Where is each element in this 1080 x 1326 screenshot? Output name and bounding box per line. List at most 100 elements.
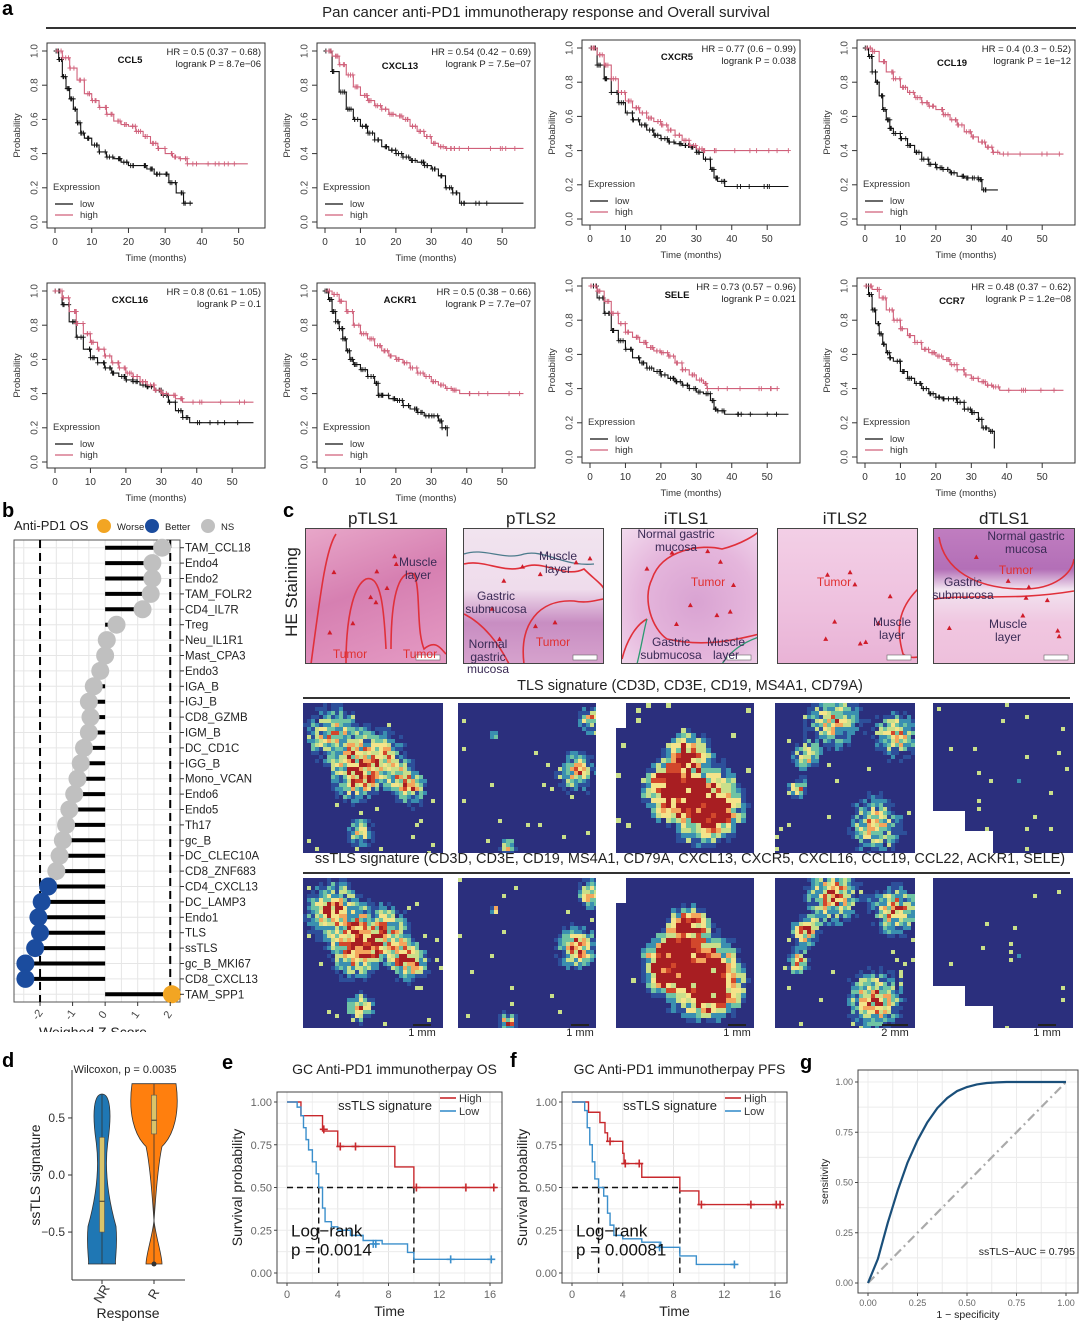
spot-tile [458,747,462,751]
spot-tile [458,787,462,791]
spot-tile [534,831,538,835]
spot-tile [339,795,343,799]
spot-tile [621,768,626,773]
spot-tile [574,775,578,779]
spot-tile [701,728,706,733]
spot-tile [736,718,741,723]
spot-tile [319,763,323,767]
spot-tile [359,787,363,791]
spot-tile [458,767,462,771]
spot-tile [716,753,721,758]
spot-tile [375,819,379,823]
spot-tile [696,788,701,793]
spot-tile [510,827,514,831]
category-label: Endo4 [185,558,219,570]
spot-tile [681,723,686,728]
he-region-label: Muscle layer [686,636,766,661]
spot-tile [411,775,415,779]
spot-tile [379,711,383,715]
spot-tile [403,803,407,807]
spot-tile [391,719,395,723]
spot-tile [375,767,379,771]
spot-tile [363,775,367,779]
spot-tile [383,783,387,787]
spot-tile [686,798,691,803]
spot-tile [486,787,490,791]
spot-tile [681,718,686,723]
spot-tile [391,755,395,759]
spot-tile [726,753,731,758]
spot-tile [550,703,554,707]
spot-tile [641,723,646,728]
spot-tile [478,711,482,715]
spot-tile [574,759,578,763]
spot-tile [746,778,751,783]
spot-tile [666,773,671,778]
spot-tile [375,735,379,739]
spot-tile [538,823,542,827]
spot-tile [403,811,407,815]
spot-tile [716,808,721,813]
spot-tile [303,743,307,747]
spot-tile [621,753,626,758]
spot-tile [626,793,631,798]
spot-tile [626,743,631,748]
spot-tile [538,771,542,775]
spot-tile [626,763,631,768]
spot-tile [542,843,546,847]
spot-tile [566,819,570,823]
spot-tile [335,823,339,827]
spot-tile [570,711,574,715]
censor-mark [869,284,874,289]
spot-tile [419,827,423,831]
spot-tile [518,755,522,759]
spot-tile [307,707,311,711]
spot-tile [355,803,359,807]
x-tick-label: 40 [726,472,738,483]
spot-tile [474,755,478,759]
spot-tile [482,775,486,779]
spot-tile [691,768,696,773]
spot-tile [566,743,570,747]
spot-tile [538,783,542,787]
spot-tile [631,748,636,753]
spot-tile [327,827,331,831]
censor-mark [945,167,950,172]
spot-tile [538,707,542,711]
spot-tile [626,758,631,763]
spot-tile [558,823,562,827]
spot-tile [616,798,621,803]
spot-tile [636,713,641,718]
spot-tile [458,815,462,819]
tls-marker-triangle [718,559,723,564]
spot-tile [331,747,335,751]
spot-tile [671,753,676,758]
spot-tile [379,759,383,763]
spot-tile [415,727,419,731]
spot-tile [379,755,383,759]
spot-tile [530,747,534,751]
spot-tile [746,763,751,768]
spot-tile [490,787,494,791]
spot-tile [586,791,590,795]
spot-tile [562,743,566,747]
spot-tile [696,768,701,773]
spot-tile [731,803,736,808]
spot-tile [379,843,383,847]
spot-tile [570,723,574,727]
censor-mark [503,146,508,151]
spot-tile [335,711,339,715]
spot-tile [303,711,307,715]
spot-tile [681,738,686,743]
spot-tile [721,768,726,773]
spot-tile [403,807,407,811]
spot-tile [558,723,562,727]
spot-tile [427,767,431,771]
spot-tile [578,739,582,743]
spot-tile [367,787,371,791]
tls-marker-triangle [1045,598,1050,603]
spot-tile [403,799,407,803]
spot-tile [403,755,407,759]
spot-tile [751,788,754,793]
